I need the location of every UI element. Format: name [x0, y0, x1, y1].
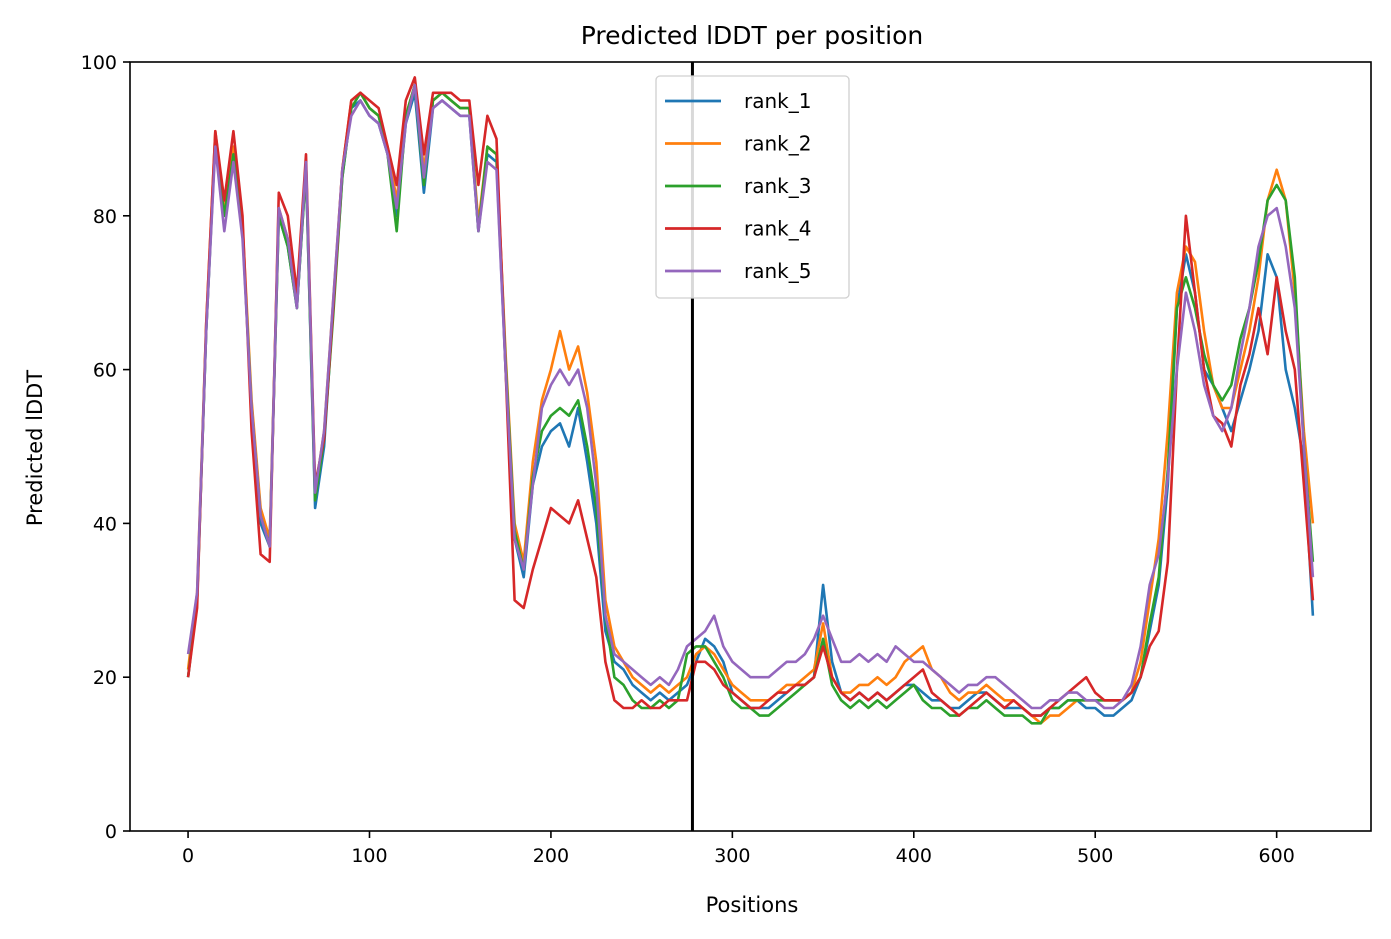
legend-label-3: rank_3 — [744, 174, 811, 198]
x-tick-label: 500 — [1077, 845, 1113, 867]
y-tick-label: 60 — [93, 360, 117, 382]
legend-label-2: rank_2 — [744, 132, 811, 156]
series-lines — [186, 76, 1315, 725]
x-tick-label: 0 — [182, 845, 194, 867]
x-tick-label: 100 — [351, 845, 387, 867]
y-axis-label: Predicted lDDT — [23, 370, 47, 526]
y-tick-label: 40 — [93, 513, 117, 535]
x-axis-label: Positions — [706, 893, 799, 917]
y-tick-label: 0 — [105, 821, 117, 843]
series-line-5 — [186, 83, 1315, 710]
y-tick-label: 20 — [93, 667, 117, 689]
y-tick-label: 100 — [81, 52, 117, 74]
x-axis-ticks: 0 100 200 300 400 500 600 — [182, 831, 1295, 867]
x-tick-label: 600 — [1259, 845, 1295, 867]
legend: rank_1 rank_2 rank_3 rank_4 rank_5 — [655, 75, 850, 299]
y-tick-label: 80 — [93, 206, 117, 228]
x-tick-label: 400 — [896, 845, 932, 867]
chart-title: Predicted lDDT per position — [581, 21, 923, 50]
y-axis-ticks: 0 20 40 60 80 100 — [81, 52, 130, 843]
legend-label-5: rank_5 — [744, 259, 811, 283]
plot-frame — [129, 61, 1372, 832]
x-tick-label: 300 — [714, 845, 750, 867]
legend-label-1: rank_1 — [744, 89, 811, 113]
x-tick-label: 200 — [533, 845, 569, 867]
legend-box — [655, 75, 850, 299]
series-line-4 — [186, 76, 1315, 717]
legend-label-4: rank_4 — [744, 217, 811, 241]
